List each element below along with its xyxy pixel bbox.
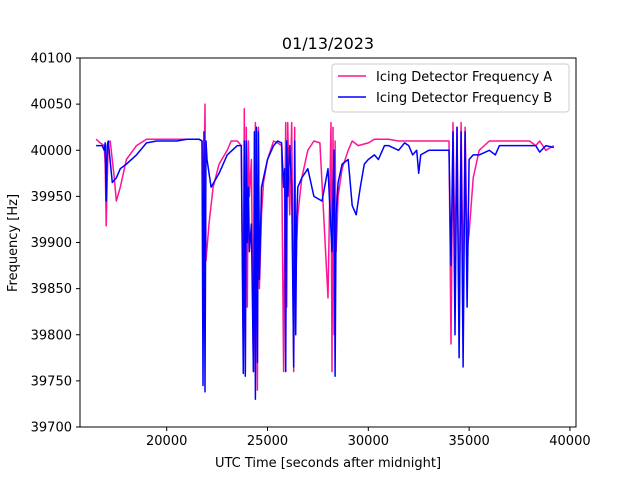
x-tick-label: 30000 [348,434,389,449]
y-tick-label: 39900 [31,236,72,251]
x-axis-label: UTC Time [seconds after midnight] [215,456,441,471]
y-tick-label: 39800 [31,328,72,343]
legend: Icing Detector Frequency A Icing Detector… [331,63,570,113]
series-group [95,103,555,401]
axes-group: 20000 25000 30000 35000 40000 39700 39750 39800… [31,52,591,450]
x-tick-label: 25000 [247,434,288,449]
legend-label: Icing Detector Frequency A [376,70,552,85]
series-line-b [96,126,554,401]
y-tick-label: 40050 [31,98,72,113]
legend-box [331,63,570,113]
y-tick-label: 40000 [31,144,72,159]
x-tick-label: 40000 [549,434,590,449]
y-tick-label: 39750 [31,374,72,389]
y-tick-label: 39950 [31,190,72,205]
y-axis-label: Frequency [Hz] [6,194,21,292]
x-tick-label: 35000 [448,434,489,449]
legend-label: Icing Detector Frequency B [376,91,552,106]
x-tick-label: 20000 [146,434,187,449]
y-tick-label: 39850 [31,282,72,297]
y-tick-label: 40100 [31,52,72,67]
y-tick-label: 39700 [31,421,72,436]
chart-title: 01/13/2023 [282,34,374,53]
